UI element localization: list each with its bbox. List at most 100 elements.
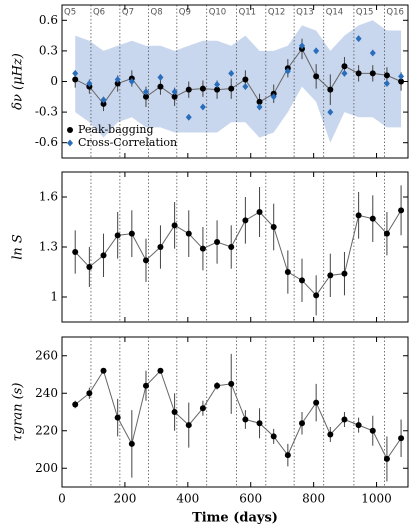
data-point [214,81,221,89]
axes-frame [61,171,409,323]
data-point [256,98,263,105]
plot-area [72,172,405,322]
data-point [185,422,192,429]
data-point [157,73,164,81]
data-point [398,72,405,80]
data-point [128,78,135,85]
data-point [341,63,348,70]
data-point [270,224,277,230]
data-point [171,222,178,229]
data-point [228,244,235,250]
legend-label: Peak-bagging [78,123,154,136]
quarter-label: Q10 [209,8,227,18]
data-point [214,382,221,389]
legend-marker [67,139,73,147]
y-tick-label: 200 [35,461,58,475]
data-point [185,86,192,93]
data-point [284,452,291,459]
data-point [199,245,206,252]
data-point [86,264,93,270]
data-point [327,272,334,279]
data-point [72,69,79,77]
quarter-label: Q14 [326,8,344,18]
data-point [171,409,178,415]
data-point [128,230,135,237]
data-point [398,435,405,442]
data-point [355,70,362,77]
data-point [298,42,305,50]
data-point [341,270,348,277]
data-point [284,67,291,75]
data-point [142,257,149,264]
legend-label: Cross-Correlation [78,136,177,149]
data-point [157,83,164,90]
data-point [100,252,107,259]
data-point [383,230,390,237]
y-tick-label: -0.6 [35,135,58,149]
data-point [383,80,390,88]
data-point [369,215,376,222]
quarter-label: Q16 [386,8,404,18]
data-point [327,86,334,93]
x-tick-label: 200 [113,492,136,506]
data-point [355,35,362,43]
y-tick-label: -0.3 [35,105,58,119]
plot-area [72,5,405,158]
y-axis-label: δν (μHz) [11,53,26,110]
x-tick-label: 1000 [361,492,392,506]
data-point [284,269,291,275]
quarter-label: Q8 [151,8,163,18]
data-point [199,103,206,111]
data-point [383,72,390,79]
data-point [298,420,305,427]
y-axis-label: ln S [11,234,26,260]
plot-area [72,337,405,487]
data-point [313,292,320,299]
data-point [341,69,348,77]
data-point [214,239,221,245]
quarter-label: Q6 [93,8,105,18]
data-point [142,382,149,389]
data-point [398,207,405,214]
data-point [228,380,235,387]
data-point [242,83,249,91]
data-point [128,440,135,447]
x-tick-label: 600 [239,492,262,506]
data-point [86,80,93,88]
data-point [327,431,334,438]
series-line [74,210,402,297]
data-point [199,85,206,92]
data-point [313,47,320,55]
data-point [298,277,305,284]
data-point [228,85,235,92]
data-point [327,108,334,116]
x-tick-label: 800 [302,492,325,506]
data-point [214,86,221,93]
data-point [157,367,164,374]
quarter-label: Q13 [296,8,314,18]
y-tick-label: 240 [35,386,58,400]
data-point [256,103,263,111]
data-point [313,399,320,406]
y-tick-label: 1.6 [39,190,58,204]
data-point [242,76,249,83]
x-tick-label: 400 [176,492,199,506]
y-tick-label: 1.3 [39,240,58,254]
y-tick-label: 0.3 [39,43,58,57]
data-point [228,69,235,77]
y-tick-label: 260 [35,348,58,362]
data-point [256,420,263,427]
quarter-label: Q7 [122,8,134,18]
y-axis-label: τgran (s) [11,383,26,442]
data-point [100,100,107,107]
uncertainty-band [75,20,402,143]
data-point [185,113,192,121]
data-point [242,416,249,423]
y-tick-label: 0.6 [39,13,58,27]
data-point [398,78,405,85]
axes-frame [61,336,409,488]
data-point [341,416,348,423]
legend-marker [67,127,73,133]
data-point [72,76,79,83]
